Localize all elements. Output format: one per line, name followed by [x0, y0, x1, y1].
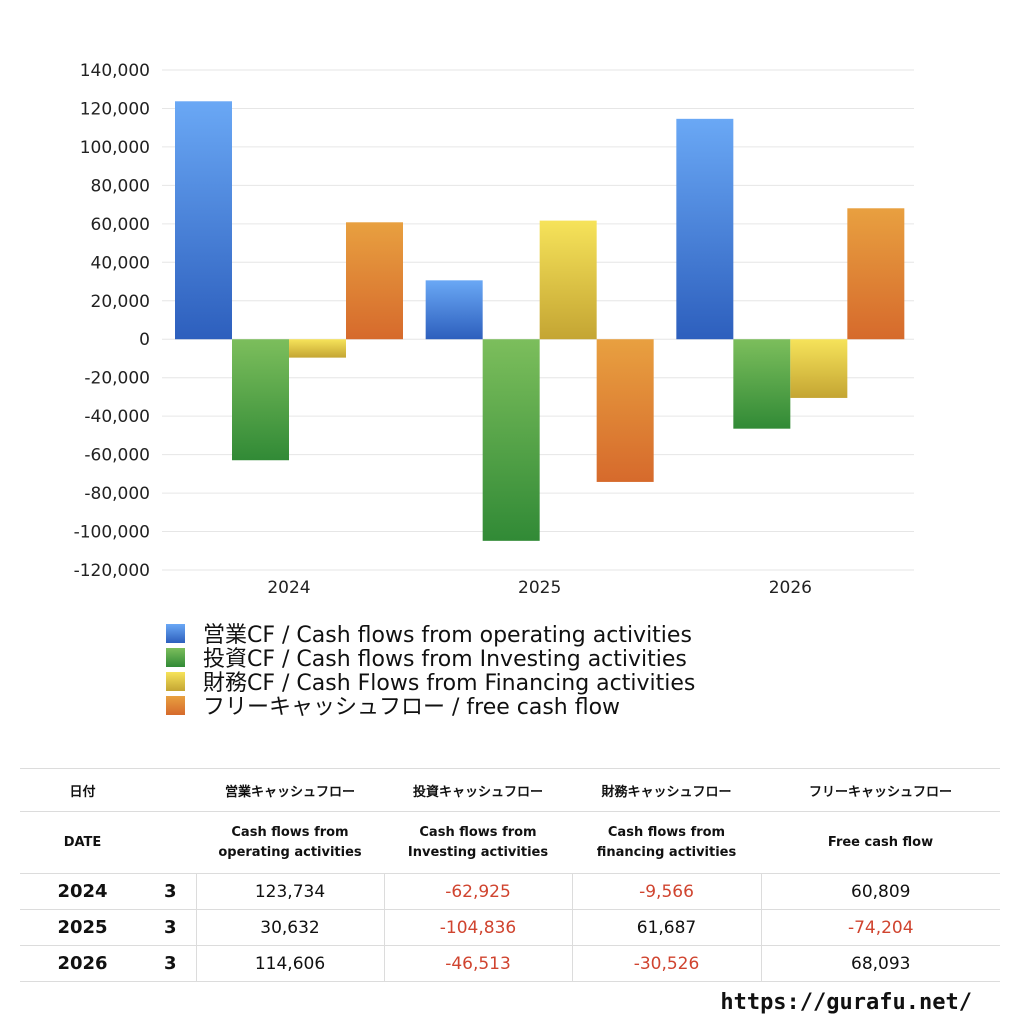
table-cell: 3 [145, 873, 197, 910]
table-cell: 財務キャッシュフロー [572, 768, 761, 812]
bar-2025-series-2 [539, 220, 597, 340]
x-tick-label: 2024 [267, 578, 310, 598]
y-tick-label: -60,000 [84, 446, 150, 466]
bar-2026-series-1 [733, 339, 791, 429]
table-cell: -46,513 [384, 945, 573, 982]
legend-swatch [166, 671, 185, 691]
table-cell [145, 768, 196, 812]
table-cell: Cash flows from operating activities [196, 811, 384, 874]
table-row: 日付 営業キャッシュフロー 投資キャッシュフロー 財務キャッシュフロー フリーキャッシュ… [20, 768, 1000, 812]
table-cell: 30,632 [196, 909, 385, 946]
y-tick-label: 40,000 [91, 253, 150, 273]
bar-2025-series-3 [596, 339, 654, 482]
legend-label: 投資CF / Cash flows from Investing activit… [203, 647, 687, 672]
legend-label: 財務CF / Cash Flows from Financing activit… [203, 671, 696, 696]
table-cell: Cash flows from financing activities [572, 811, 761, 874]
table-cell: フリーキャッシュフロー [761, 768, 1000, 812]
y-tick-label: -80,000 [84, 484, 150, 504]
bars [175, 101, 905, 541]
legend-item: 財務CF / Cash Flows from Financing activit… [166, 669, 695, 696]
cash-flow-chart: 140,000 120,000 100,000 80,000 60,000 40,000 2… [74, 61, 914, 598]
table-cell: -74,204 [761, 909, 1000, 946]
table-cell: Cash flows from Investing activities [384, 811, 572, 874]
table-cell: 123,734 [196, 873, 385, 910]
table-cell: 日付 [20, 768, 145, 812]
cash-flow-table-container: 日付 営業キャッシュフロー 投資キャッシュフロー 財務キャッシュフロー フリーキャッシュ… [20, 768, 1000, 982]
table-row: 2026 3 114,606 -46,513 -30,526 68,093 [20, 945, 1000, 982]
legend: 営業CF / Cash flows from operating activit… [166, 621, 695, 720]
table-cell: 2024 [20, 873, 145, 910]
x-axis-ticks: 2024 2025 2026 [267, 578, 812, 598]
table-cell: 投資キャッシュフロー [384, 768, 572, 812]
bar-2026-series-2 [790, 339, 848, 398]
y-tick-label: 20,000 [91, 292, 150, 312]
y-tick-label: 60,000 [91, 215, 150, 235]
legend-label: 営業CF / Cash flows from operating activit… [203, 623, 692, 648]
table-cell: 2025 [20, 909, 145, 946]
table-cell: 3 [145, 909, 197, 946]
table-cell: 114,606 [196, 945, 385, 982]
bar-2024-series-1 [232, 339, 289, 461]
table-cell: DATE [20, 811, 145, 874]
table-cell: -30,526 [572, 945, 762, 982]
bar-2025-series-1 [482, 339, 540, 541]
bar-2026-series-0 [676, 118, 734, 340]
y-tick-label: 120,000 [80, 99, 150, 119]
table-cell: -104,836 [384, 909, 573, 946]
x-tick-label: 2026 [769, 578, 812, 598]
legend-label: フリーキャッシュフロー / free cash flow [203, 695, 621, 720]
y-tick-label: -100,000 [74, 523, 150, 543]
table-cell [145, 811, 196, 874]
y-tick-label: -20,000 [84, 369, 150, 389]
legend-swatch [166, 695, 185, 715]
bar-2024-series-3 [346, 222, 403, 340]
y-tick-label: -40,000 [84, 407, 150, 427]
table-row: DATE Cash flows from operating activities C… [20, 811, 1000, 874]
bar-2026-series-3 [847, 208, 905, 340]
x-tick-label: 2025 [518, 578, 561, 598]
y-tick-label: 0 [139, 330, 150, 350]
table-cell: 68,093 [761, 945, 1000, 982]
y-tick-label: 140,000 [80, 61, 150, 81]
table-cell: Free cash flow [761, 811, 1000, 874]
table-cell: 60,809 [761, 873, 1000, 910]
y-tick-label: 100,000 [80, 138, 150, 158]
table-cell: 営業キャッシュフロー [196, 768, 384, 812]
legend-item: フリーキャッシュフロー / free cash flow [166, 693, 695, 720]
legend-swatch [166, 623, 185, 643]
table-row: 2025 3 30,632 -104,836 61,687 -74,204 [20, 909, 1000, 946]
table-cell: 2026 [20, 945, 145, 982]
y-tick-label: 80,000 [91, 176, 150, 196]
bar-2025-series-0 [425, 280, 483, 340]
table-cell: 3 [145, 945, 197, 982]
legend-swatch [166, 647, 185, 667]
legend-item: 投資CF / Cash flows from Investing activit… [166, 645, 695, 672]
bar-2024-series-0 [175, 101, 232, 340]
y-axis-ticks: 140,000 120,000 100,000 80,000 60,000 40,000 2… [74, 61, 150, 581]
y-tick-label: -120,000 [74, 561, 150, 581]
cash-flow-table: 日付 営業キャッシュフロー 投資キャッシュフロー 財務キャッシュフロー フリーキャッシュ… [20, 768, 1000, 982]
legend-item: 営業CF / Cash flows from operating activit… [166, 621, 695, 648]
table-cell: -62,925 [384, 873, 573, 910]
source-url[interactable]: https://gurafu.net/ [720, 990, 972, 1015]
table-row: 2024 3 123,734 -62,925 -9,566 60,809 [20, 873, 1000, 910]
table-cell: 61,687 [572, 909, 762, 946]
table-cell: -9,566 [572, 873, 762, 910]
bar-2024-series-2 [289, 339, 346, 358]
